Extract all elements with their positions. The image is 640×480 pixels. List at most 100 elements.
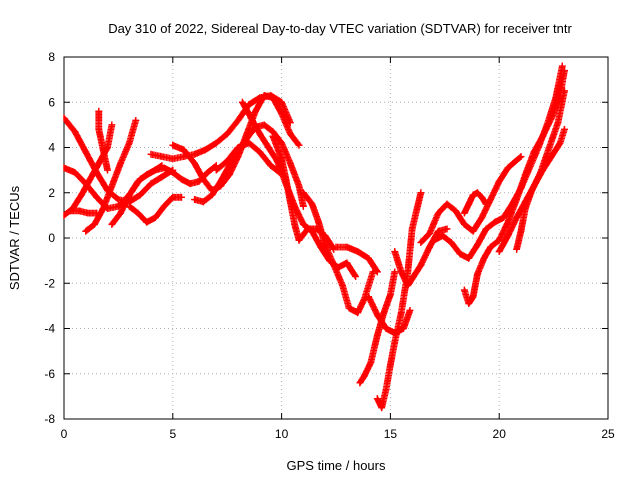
data-point xyxy=(108,182,116,190)
series-arc-8 xyxy=(125,193,185,226)
data-point xyxy=(548,114,555,122)
data-point xyxy=(108,221,116,228)
series-arc-23 xyxy=(460,189,490,217)
data-point xyxy=(406,307,414,314)
data-point xyxy=(234,144,242,151)
y-tick-label: 8 xyxy=(48,50,55,64)
data-point xyxy=(504,218,512,226)
data-point xyxy=(269,132,277,140)
data-point xyxy=(223,130,231,138)
data-point xyxy=(373,268,381,276)
data-point xyxy=(63,114,68,122)
data-point xyxy=(373,395,381,403)
data-point xyxy=(151,166,159,174)
data-point xyxy=(191,196,198,203)
data-point xyxy=(202,146,209,154)
data-point xyxy=(295,236,303,244)
chart-title: Day 310 of 2022, Sidereal Day-to-day VTE… xyxy=(108,21,572,36)
data-point xyxy=(95,159,103,167)
data-point xyxy=(404,268,412,276)
data-point xyxy=(75,207,83,215)
data-point xyxy=(456,250,464,258)
data-point xyxy=(356,379,364,387)
data-point xyxy=(460,209,468,217)
data-point xyxy=(158,173,166,181)
data-point xyxy=(204,168,212,176)
data-point xyxy=(143,218,151,226)
data-point xyxy=(343,259,351,267)
y-tick-label: -8 xyxy=(44,412,55,426)
data-point xyxy=(304,225,312,233)
y-tick-label: -6 xyxy=(44,367,55,381)
data-point xyxy=(147,150,155,158)
data-point xyxy=(517,153,525,160)
data-point xyxy=(391,338,399,346)
data-point xyxy=(260,92,268,99)
data-point xyxy=(495,248,503,255)
data-point xyxy=(63,164,68,172)
data-point xyxy=(191,150,198,158)
data-series xyxy=(63,62,568,412)
y-tick-label: 0 xyxy=(48,231,55,245)
data-point xyxy=(482,200,490,208)
data-point xyxy=(82,227,90,235)
data-point xyxy=(460,286,468,294)
x-tick-label: 5 xyxy=(169,427,176,441)
data-point xyxy=(500,214,507,222)
data-point xyxy=(278,139,285,147)
data-point xyxy=(408,275,416,283)
data-point xyxy=(186,180,194,188)
data-point xyxy=(387,361,394,369)
data-point xyxy=(443,225,451,233)
x-tick-label: 20 xyxy=(493,427,507,441)
grid xyxy=(64,57,608,419)
data-point xyxy=(278,98,285,106)
data-point xyxy=(487,196,494,203)
data-point xyxy=(545,144,553,151)
data-point xyxy=(67,207,74,215)
x-tick-label: 25 xyxy=(601,427,615,441)
data-point xyxy=(397,309,405,317)
data-point xyxy=(99,146,107,154)
series-markers xyxy=(67,207,100,217)
data-point xyxy=(417,261,425,269)
data-point xyxy=(345,304,353,312)
data-point xyxy=(132,116,140,124)
data-point xyxy=(125,202,133,210)
data-point xyxy=(134,209,142,217)
data-point xyxy=(495,178,503,185)
data-point xyxy=(404,282,412,289)
data-point xyxy=(487,243,494,251)
data-point xyxy=(252,107,259,115)
data-point xyxy=(239,98,246,106)
data-point xyxy=(430,236,438,244)
data-point xyxy=(91,221,98,228)
data-point xyxy=(95,107,103,115)
data-point xyxy=(86,175,94,183)
data-point xyxy=(199,198,207,206)
data-point xyxy=(299,221,307,228)
data-point xyxy=(178,175,185,183)
data-point xyxy=(408,225,416,233)
data-point xyxy=(71,168,79,176)
data-point xyxy=(443,200,451,208)
data-point xyxy=(360,372,368,380)
data-point xyxy=(269,94,277,102)
series-arc-18 xyxy=(373,189,425,412)
data-point xyxy=(354,309,362,317)
data-point xyxy=(99,205,107,212)
data-point xyxy=(117,209,124,217)
data-point xyxy=(561,126,568,133)
data-point xyxy=(452,207,460,215)
series-arc-6 xyxy=(95,107,111,174)
data-point xyxy=(223,157,231,165)
data-point xyxy=(373,331,381,339)
data-point xyxy=(460,221,468,228)
data-point xyxy=(365,254,373,262)
data-point xyxy=(537,168,544,176)
data-point xyxy=(521,205,529,212)
data-point xyxy=(517,227,525,235)
data-point xyxy=(147,180,155,188)
data-point xyxy=(474,241,481,249)
series-arc-20 xyxy=(391,225,451,289)
